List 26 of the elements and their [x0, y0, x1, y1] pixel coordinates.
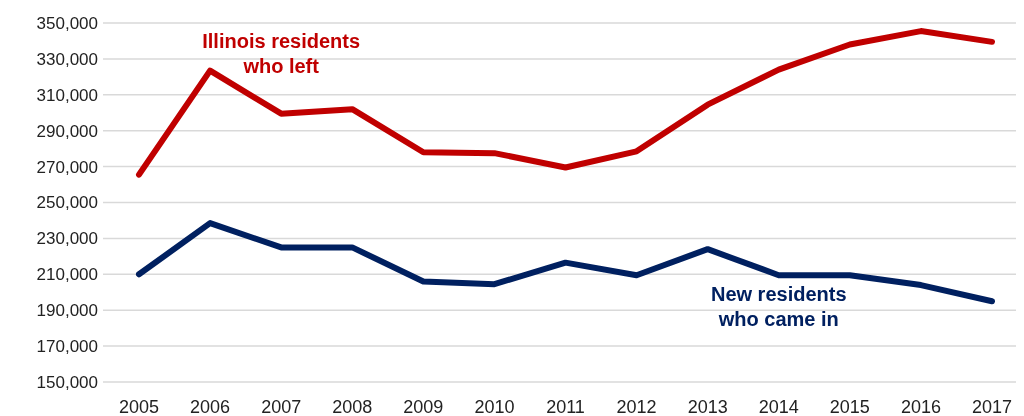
x-tick-label: 2005: [118, 397, 160, 416]
x-tick-label: 2017: [971, 397, 1013, 416]
y-tick-label: 250,000: [36, 193, 98, 213]
y-tick-label: 170,000: [36, 337, 98, 357]
y-tick-label: 230,000: [36, 229, 98, 249]
series-label: Illinois residents who left: [202, 30, 361, 77]
series-label: New residents who came in: [710, 283, 847, 330]
x-tick-label: 2013: [687, 397, 728, 416]
y-tick-label: 350,000: [36, 13, 98, 33]
x-tick-label: 2007: [261, 397, 302, 416]
x-tick-label: 2009: [403, 397, 444, 416]
x-tick-label: 2014: [758, 397, 799, 416]
y-tick-label: 190,000: [36, 301, 98, 321]
x-tick-label: 2012: [616, 397, 657, 416]
y-tick-label: 210,000: [36, 265, 98, 285]
y-tick-label: 150,000: [36, 372, 98, 392]
y-tick-label: 310,000: [36, 85, 98, 105]
x-tick-label: 2008: [332, 397, 373, 416]
y-tick-label: 330,000: [36, 49, 98, 69]
x-tick-label: 2010: [474, 397, 515, 416]
x-tick-label: 2016: [900, 397, 941, 416]
y-tick-label: 270,000: [36, 157, 98, 177]
x-tick-label: 2015: [829, 397, 870, 416]
x-tick-label: 2006: [190, 397, 231, 416]
x-tick-label: 2011: [546, 397, 585, 416]
y-tick-label: 290,000: [36, 121, 98, 141]
